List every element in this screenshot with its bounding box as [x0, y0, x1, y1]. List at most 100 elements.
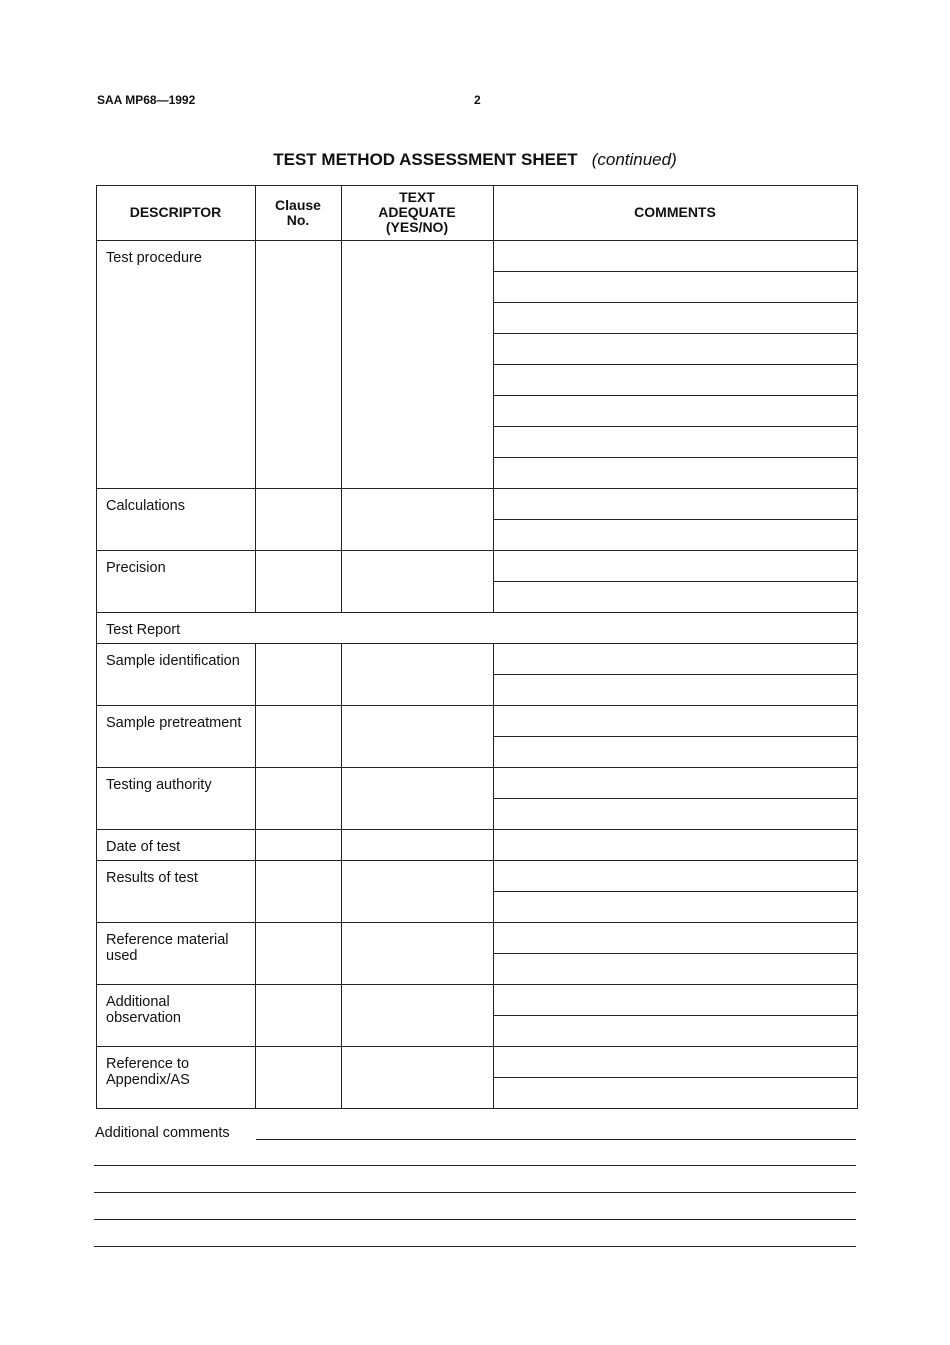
adequate-cell[interactable]	[341, 240, 493, 488]
comment-line	[493, 891, 857, 892]
row-divider	[96, 984, 858, 985]
row-divider	[96, 767, 858, 768]
row-label: Testing authority	[106, 777, 212, 793]
row-divider	[96, 705, 858, 706]
row-divider	[96, 612, 858, 613]
clause-cell[interactable]	[255, 829, 341, 860]
column-divider	[341, 1046, 342, 1108]
column-divider	[255, 829, 256, 860]
comments-cell[interactable]	[493, 829, 857, 860]
row-divider	[96, 550, 858, 551]
column-divider	[255, 240, 256, 488]
column-divider	[341, 829, 342, 860]
comment-line	[493, 271, 857, 272]
column-divider	[341, 705, 342, 767]
column-header-clause: Clause No.	[275, 196, 321, 228]
header-column-divider	[255, 185, 256, 240]
additional-comments-line[interactable]	[94, 1246, 856, 1247]
table-border-left	[96, 185, 97, 1109]
column-header-descriptor: DESCRIPTOR	[129, 204, 222, 220]
row-divider	[96, 643, 858, 644]
title-suffix: (continued)	[591, 150, 677, 169]
column-divider	[341, 550, 342, 612]
table-border-right	[857, 185, 858, 1109]
comment-line	[493, 953, 857, 954]
page-number: 2	[474, 93, 481, 107]
column-header-comments: COMMENTS	[634, 204, 716, 220]
row-label: Reference to Appendix/AS	[106, 1056, 190, 1088]
row-label: Test procedure	[106, 250, 202, 266]
column-divider	[341, 984, 342, 1046]
adequate-cell[interactable]	[341, 860, 493, 922]
comment-line	[493, 581, 857, 582]
comment-line	[493, 736, 857, 737]
adequate-cell[interactable]	[341, 922, 493, 984]
clause-cell[interactable]	[255, 767, 341, 829]
row-label: Reference material used	[106, 932, 229, 964]
column-divider	[341, 488, 342, 550]
clause-cell[interactable]	[255, 922, 341, 984]
additional-comments-label: Additional comments	[95, 1125, 230, 1141]
row-label: Sample pretreatment	[106, 715, 242, 731]
comment-line	[493, 426, 857, 427]
additional-comments-line[interactable]	[94, 1165, 856, 1166]
table-border-top	[96, 185, 858, 186]
clause-cell[interactable]	[255, 240, 341, 488]
column-divider	[255, 705, 256, 767]
column-divider	[341, 767, 342, 829]
comment-line	[493, 302, 857, 303]
document-id: SAA MP68—1992	[97, 93, 196, 107]
adequate-cell[interactable]	[341, 767, 493, 829]
title-main: TEST METHOD ASSESSMENT SHEET	[273, 150, 578, 169]
row-label: Calculations	[106, 498, 185, 514]
column-divider	[341, 860, 342, 922]
column-divider	[341, 240, 342, 488]
adequate-cell[interactable]	[341, 550, 493, 612]
row-label: Additional observation	[106, 994, 181, 1026]
comment-line	[493, 1015, 857, 1016]
column-divider	[255, 1046, 256, 1108]
header-column-divider	[341, 185, 342, 240]
row-label: Results of test	[106, 870, 198, 886]
row-divider	[96, 1046, 858, 1047]
comment-line	[493, 519, 857, 520]
column-divider	[255, 488, 256, 550]
column-divider	[255, 984, 256, 1046]
comment-line	[493, 457, 857, 458]
clause-cell[interactable]	[255, 643, 341, 705]
row-label: Test Report	[106, 622, 181, 638]
additional-comments-line[interactable]	[256, 1139, 856, 1140]
additional-comments-line[interactable]	[94, 1219, 856, 1220]
comment-line	[493, 798, 857, 799]
clause-cell[interactable]	[255, 705, 341, 767]
adequate-cell[interactable]	[341, 984, 493, 1046]
row-divider	[96, 829, 858, 830]
row-label: Precision	[106, 560, 166, 576]
clause-cell[interactable]	[255, 984, 341, 1046]
comment-line	[493, 1077, 857, 1078]
adequate-cell[interactable]	[341, 829, 493, 860]
comment-line	[493, 674, 857, 675]
adequate-cell[interactable]	[341, 643, 493, 705]
comment-line	[493, 333, 857, 334]
column-divider	[493, 829, 494, 860]
column-divider	[255, 922, 256, 984]
clause-cell[interactable]	[255, 1046, 341, 1108]
column-divider	[255, 643, 256, 705]
column-divider	[255, 860, 256, 922]
row-label: Date of test	[106, 839, 181, 855]
adequate-cell[interactable]	[341, 1046, 493, 1108]
header-divider	[96, 240, 858, 241]
additional-comments-line[interactable]	[94, 1192, 856, 1193]
comment-line	[493, 395, 857, 396]
row-divider	[96, 860, 858, 861]
clause-cell[interactable]	[255, 860, 341, 922]
clause-cell[interactable]	[255, 488, 341, 550]
row-divider	[96, 488, 858, 489]
adequate-cell[interactable]	[341, 705, 493, 767]
adequate-cell[interactable]	[341, 488, 493, 550]
comment-line	[493, 364, 857, 365]
row-divider	[96, 1108, 858, 1109]
clause-cell[interactable]	[255, 550, 341, 612]
